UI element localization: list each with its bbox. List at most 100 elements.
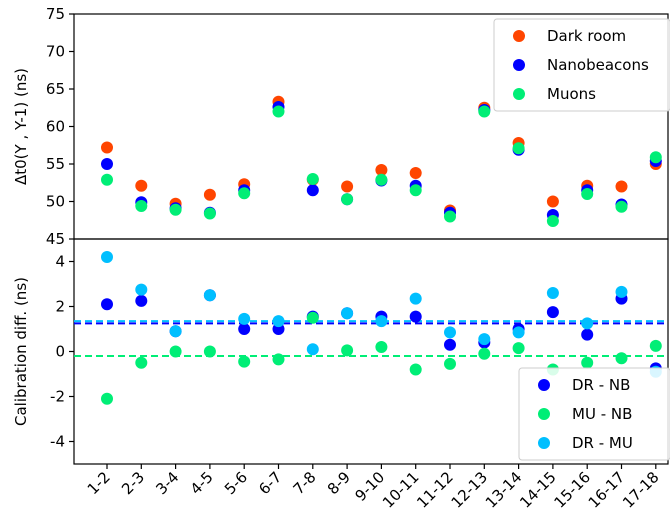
legend-marker xyxy=(538,408,550,420)
y-tick-label: 2 xyxy=(55,298,65,316)
data-point xyxy=(581,328,594,341)
y-tick-label: -2 xyxy=(50,388,65,406)
legend-label: DR - NB xyxy=(572,376,630,394)
data-point xyxy=(409,167,422,179)
legend-marker xyxy=(538,437,550,449)
data-point xyxy=(546,306,559,319)
data-point xyxy=(512,142,525,155)
x-tick-label: 12-13 xyxy=(448,468,492,512)
data-point xyxy=(169,345,182,358)
data-point xyxy=(615,200,628,213)
data-point xyxy=(375,164,388,176)
data-point xyxy=(649,151,662,164)
data-point xyxy=(478,333,491,346)
data-point xyxy=(203,207,216,220)
data-point xyxy=(546,195,559,208)
legend-box xyxy=(518,367,670,461)
x-tick-label: 7-8 xyxy=(290,468,320,498)
y-tick-label: -4 xyxy=(50,433,65,451)
shared-x-axis: 1-2 2-3 3-4 4-5 5-6 6-7 7-8 8-99-1010-1111-1212… xyxy=(84,464,663,512)
data-point xyxy=(615,352,628,365)
data-point xyxy=(135,200,148,212)
legend-marker xyxy=(513,30,525,42)
data-point xyxy=(409,363,422,376)
data-point xyxy=(101,141,113,154)
data-point xyxy=(101,173,113,186)
legend-box xyxy=(493,18,670,112)
data-point xyxy=(444,210,456,223)
data-point xyxy=(169,203,182,216)
data-point xyxy=(409,292,422,305)
top-panel-dt0: 45 50 55 60 65 70 75 Δt0(Y , Y-1) (ns) Dark room… xyxy=(12,5,670,248)
data-point xyxy=(135,294,148,307)
data-point xyxy=(306,311,319,324)
data-point xyxy=(238,355,251,368)
x-tick-label: 6-7 xyxy=(255,468,285,498)
x-tick-label: 3-4 xyxy=(152,468,182,498)
data-point xyxy=(444,326,456,339)
legend-marker xyxy=(513,88,525,100)
legend-marker xyxy=(513,59,525,71)
data-point xyxy=(581,188,594,200)
x-tick-label: 5-6 xyxy=(221,468,251,498)
x-tick-label: 17-18 xyxy=(619,468,663,512)
data-point xyxy=(101,158,113,170)
data-point xyxy=(546,215,559,227)
data-point xyxy=(101,251,113,263)
data-point xyxy=(306,173,319,185)
bottom-panel-calibration-diff: -4 -2 0 2 4 Calibration diff. (ns) DR - NB MU -… xyxy=(12,238,670,465)
y-tick-label: 4 xyxy=(55,253,65,271)
x-tick-label: 15-16 xyxy=(550,468,594,512)
data-point xyxy=(135,179,148,192)
data-point xyxy=(238,312,251,325)
data-point xyxy=(101,298,113,311)
data-point xyxy=(409,184,422,197)
legend-label: Muons xyxy=(547,85,596,103)
x-tick-label: 11-12 xyxy=(413,468,457,512)
y-axis-label: Δt0(Y , Y-1) (ns) xyxy=(12,68,30,185)
x-tick-label: 14-15 xyxy=(516,468,560,512)
y-tick-label: 50 xyxy=(46,193,65,211)
legend-label: MU - NB xyxy=(572,405,632,423)
x-tick-label: 8-9 xyxy=(324,468,354,498)
data-point xyxy=(306,343,319,356)
y-tick-label: 65 xyxy=(46,80,65,98)
data-point xyxy=(409,310,422,323)
y-tick-label: 45 xyxy=(46,230,65,248)
y-tick-label: 60 xyxy=(46,118,65,136)
data-point xyxy=(341,193,354,206)
x-tick-label: 2-3 xyxy=(118,468,148,498)
data-point xyxy=(169,325,182,338)
data-point xyxy=(615,285,628,298)
data-point xyxy=(581,356,594,369)
data-point xyxy=(203,188,216,201)
data-point xyxy=(272,353,285,366)
data-point xyxy=(341,344,354,357)
data-point xyxy=(512,326,525,339)
data-point xyxy=(135,356,148,369)
data-point xyxy=(444,338,456,351)
data-point xyxy=(203,289,216,302)
data-point xyxy=(306,184,319,197)
y-tick-label: 75 xyxy=(46,5,65,23)
data-point xyxy=(238,323,251,335)
data-point xyxy=(478,347,491,360)
data-point xyxy=(478,105,491,118)
data-point xyxy=(272,105,285,118)
legend-label: Nanobeacons xyxy=(547,56,649,74)
data-point xyxy=(135,283,148,296)
data-point xyxy=(341,307,354,320)
y-tick-label: 0 xyxy=(55,343,65,361)
data-point xyxy=(615,180,628,193)
data-point xyxy=(512,342,525,355)
data-point xyxy=(444,357,456,370)
data-point xyxy=(238,187,251,200)
data-point xyxy=(649,339,662,352)
y-tick-label: 55 xyxy=(46,155,65,173)
legend-marker xyxy=(538,379,550,391)
data-point xyxy=(272,315,285,328)
y-axis-label: Calibration diff. (ns) xyxy=(12,277,30,426)
data-point xyxy=(101,392,113,405)
y-tick-label: 70 xyxy=(46,43,65,61)
